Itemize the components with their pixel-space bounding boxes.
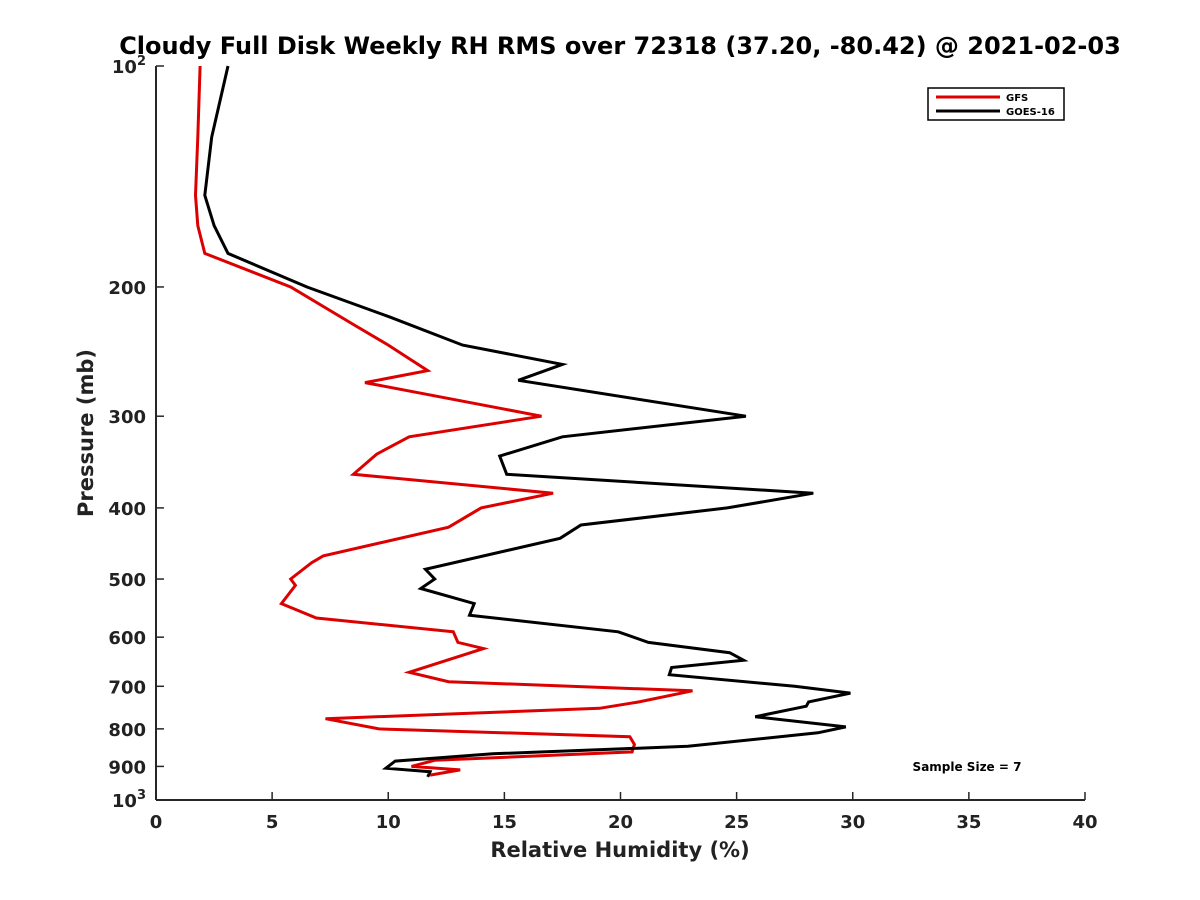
y-tick-label-base: 300 bbox=[108, 407, 146, 428]
y-tick-label: 400 bbox=[108, 499, 146, 520]
y-tick-label-base: 600 bbox=[108, 628, 146, 649]
x-axis-label: Relative Humidity (%) bbox=[490, 838, 749, 862]
legend-label-goes16: GOES-16 bbox=[1006, 107, 1055, 118]
y-tick-label-base: 400 bbox=[108, 499, 146, 520]
y-tick-label: 102 bbox=[112, 54, 146, 78]
legend-box bbox=[927, 87, 1065, 121]
x-tick-label: 5 bbox=[266, 812, 279, 833]
y-axis-label: Pressure (mb) bbox=[74, 349, 98, 517]
series-line-goes16 bbox=[203, 65, 851, 778]
y-tick-label: 600 bbox=[108, 628, 146, 649]
legend: GFS GOES-16 bbox=[927, 87, 1065, 121]
y-tick-label-base: 800 bbox=[108, 720, 146, 741]
x-tick-label: 0 bbox=[150, 812, 163, 833]
y-tick-label-base: 10 bbox=[112, 791, 137, 812]
plot-area bbox=[155, 66, 1085, 801]
series-layer bbox=[193, 65, 851, 778]
y-tick-label-base: 500 bbox=[108, 570, 146, 591]
x-tick-label: 10 bbox=[376, 812, 401, 833]
y-tick-label: 900 bbox=[108, 757, 146, 778]
y-tick-label-base: 900 bbox=[108, 757, 146, 778]
y-tick-label-base: 700 bbox=[108, 677, 146, 698]
chart-title: Cloudy Full Disk Weekly RH RMS over 7231… bbox=[119, 32, 1121, 60]
x-tick-label: 20 bbox=[608, 812, 633, 833]
y-tick-label-base: 200 bbox=[108, 278, 146, 299]
y-tick-label: 500 bbox=[108, 570, 146, 591]
y-tick-label-exponent: 3 bbox=[137, 788, 146, 803]
x-tick-label: 15 bbox=[492, 812, 517, 833]
y-tick-label: 700 bbox=[108, 677, 146, 698]
y-tick-label: 800 bbox=[108, 720, 146, 741]
y-tick-label: 300 bbox=[108, 407, 146, 428]
x-tick-label: 40 bbox=[1072, 812, 1097, 833]
legend-label-gfs: GFS bbox=[1006, 93, 1028, 104]
sample-size-annotation: Sample Size = 7 bbox=[913, 760, 1022, 774]
y-tick-label-base: 10 bbox=[112, 57, 137, 78]
x-tick-label: 25 bbox=[724, 812, 749, 833]
y-tick-label-exponent: 2 bbox=[137, 54, 146, 69]
x-ticks: 0 5 10 15 20 25 30 35 40 bbox=[150, 792, 1098, 833]
y-tick-label: 200 bbox=[108, 278, 146, 299]
y-tick-label: 103 bbox=[112, 788, 146, 812]
x-tick-label: 30 bbox=[840, 812, 865, 833]
series-line-gfs bbox=[193, 65, 693, 777]
x-tick-label: 35 bbox=[956, 812, 981, 833]
